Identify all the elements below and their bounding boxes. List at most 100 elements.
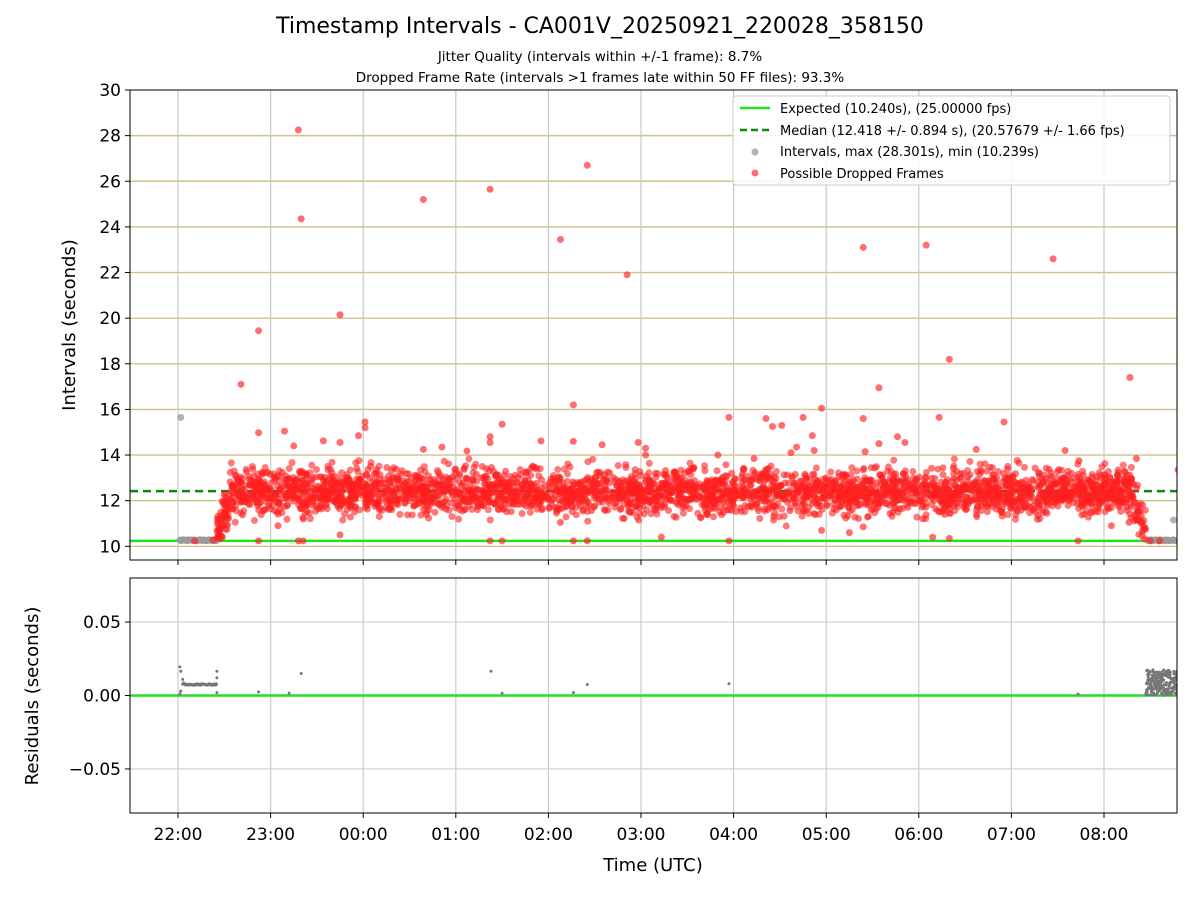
dropped-frame-point: [560, 465, 568, 473]
x-tick-label: 08:00: [1080, 825, 1129, 845]
dropped-frame-point: [521, 468, 529, 476]
dropped-frame-point: [385, 472, 393, 480]
dropped-frame-point: [753, 499, 761, 507]
dropped-frame-point: [451, 476, 459, 484]
dropped-frame-point: [1126, 493, 1134, 501]
dropped-frame-point: [922, 241, 930, 249]
dropped-frame-point: [662, 478, 670, 486]
dropped-frame-point: [963, 505, 971, 513]
dropped-frame-point: [1054, 490, 1062, 498]
dropped-frame-point: [354, 480, 362, 488]
top-y-tick-label: 26: [99, 172, 121, 192]
dropped-frame-point: [868, 477, 876, 485]
dropped-frame-point: [417, 511, 425, 519]
dropped-frame-point: [624, 477, 632, 485]
dropped-frame-point: [1132, 454, 1140, 462]
x-tick-label: 07:00: [987, 825, 1036, 845]
dropped-frame-point: [312, 466, 320, 474]
dropped-frame-point: [775, 487, 783, 495]
residual-point: [1147, 672, 1151, 676]
dropped-frame-point: [786, 507, 794, 515]
dropped-frame-point: [492, 472, 500, 480]
dropped-frame-point: [966, 458, 974, 466]
dropped-frame-point: [559, 504, 567, 512]
dropped-frame-point: [295, 467, 303, 475]
dropped-frame-point: [231, 518, 239, 526]
dropped-frame-point: [238, 487, 246, 495]
dropped-frame-point: [951, 490, 959, 498]
residual-point: [257, 690, 261, 694]
residual-point: [1180, 670, 1183, 673]
interval-point: [202, 537, 210, 545]
dropped-frame-point: [1099, 498, 1107, 506]
dropped-frame-point: [230, 498, 238, 506]
residual-point: [1160, 691, 1164, 695]
dropped-frame-point: [569, 437, 577, 445]
dropped-frame-point: [646, 478, 654, 486]
dropped-frame-point: [738, 483, 746, 491]
dropped-frame-point: [660, 500, 668, 508]
dropped-frame-point: [345, 480, 353, 488]
dropped-frame-point: [410, 495, 418, 503]
residual-point: [287, 691, 291, 695]
dropped-frame-point: [997, 483, 1005, 491]
dropped-frame-point: [551, 478, 559, 486]
dropped-frame-point: [802, 506, 810, 514]
dropped-frame-point: [1119, 461, 1127, 469]
dropped-frame-point: [714, 451, 722, 459]
dropped-frame-point: [502, 467, 510, 475]
dropped-frame-point: [339, 516, 347, 524]
residual-point: [1166, 671, 1170, 675]
bottom-points: [178, 665, 1184, 697]
dropped-frame-point: [754, 507, 762, 515]
residual-point: [1171, 676, 1175, 680]
dropped-frame-point: [486, 185, 494, 193]
dropped-frame-point: [275, 473, 283, 481]
residual-point: [1157, 685, 1161, 689]
dropped-frame-point: [498, 420, 506, 428]
residual-point: [1180, 684, 1183, 687]
dropped-frame-point: [878, 471, 886, 479]
dropped-frame-point: [859, 243, 867, 251]
dropped-frame-point: [594, 492, 602, 500]
dropped-frame-point: [611, 478, 619, 486]
dropped-frame-point: [250, 495, 258, 503]
dropped-frame-point: [486, 433, 494, 441]
dropped-frame-point: [280, 502, 288, 510]
dropped-frame-point: [462, 498, 470, 506]
dropped-frame-point: [687, 465, 695, 473]
chart-title: Timestamp Intervals - CA001V_20250921_22…: [276, 14, 924, 39]
dropped-frame-point: [568, 503, 576, 511]
dropped-frame-point: [1110, 495, 1118, 503]
dropped-frame-point: [455, 470, 463, 478]
dropped-frame-point: [778, 421, 786, 429]
dropped-frame-point: [679, 509, 687, 517]
dropped-frame-point: [926, 482, 934, 490]
dropped-frame-point: [372, 487, 380, 495]
residual-point: [1147, 677, 1151, 681]
dropped-frame-point: [579, 497, 587, 505]
dropped-frame-point: [556, 473, 564, 481]
x-tick-label: 05:00: [802, 825, 851, 845]
dropped-frame-point: [848, 464, 856, 472]
dropped-frame-point: [486, 439, 494, 446]
dropped-frame-point: [460, 464, 468, 472]
dropped-frame-point: [915, 473, 923, 481]
residual-point: [1158, 679, 1162, 683]
residual-point: [1178, 690, 1181, 693]
residual-point: [1181, 674, 1184, 677]
dropped-frame-point: [943, 476, 951, 484]
legend-label-expected: Expected (10.240s), (25.00000 fps): [780, 102, 1011, 117]
dropped-frame-point: [283, 515, 291, 523]
dropped-frame-point: [938, 499, 946, 507]
residual-point: [1149, 680, 1153, 684]
residual-point: [178, 665, 182, 669]
dropped-frame-point: [764, 473, 772, 481]
dropped-frame-point: [574, 478, 582, 486]
residual-point: [1180, 670, 1183, 673]
dropped-frame-point: [598, 441, 606, 449]
dropped-frame-point: [738, 470, 746, 478]
dropped-frame-point: [977, 468, 985, 476]
dropped-frame-point: [703, 476, 711, 484]
dropped-frame-point: [419, 196, 427, 204]
